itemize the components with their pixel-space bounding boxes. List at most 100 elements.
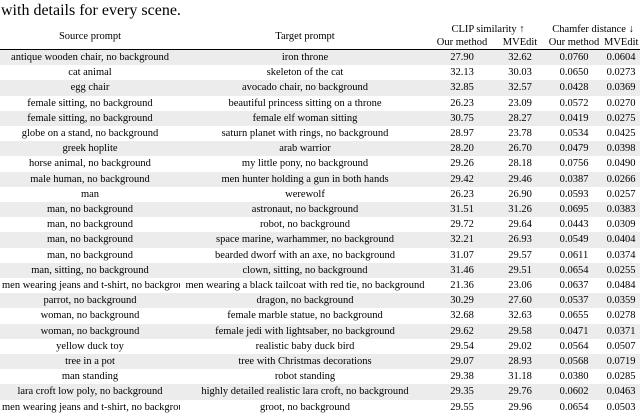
clip-our-method-value: 29.62 [450, 325, 474, 337]
chamfer-our-method-value: 0.0419 [559, 112, 589, 124]
chamfer-mvedit-value: 0.0270 [606, 97, 636, 109]
source-prompt-cell: woman, no background [40, 310, 140, 322]
chamfer-our-method-value: 0.0654 [559, 401, 589, 413]
target-prompt-cell: dragon, no background [256, 295, 354, 307]
target-prompt-cell: space marine, warhammer, no background [215, 234, 394, 246]
chamfer-our-method-value: 0.0650 [559, 67, 589, 79]
chamfer-our-method-value: 0.0534 [559, 128, 589, 140]
source-prompt-cell: man, sitting, no background [31, 264, 149, 276]
clip-mvedit-value: 32.62 [508, 52, 532, 63]
table-body: antique wooden chair, no background iron… [0, 49, 640, 415]
source-prompt-cell: female sitting, no background [27, 97, 153, 109]
target-prompt-cell: female jedi with lightsaber, no backgrou… [215, 325, 395, 337]
chamfer-mvedit-value: 0.0266 [606, 173, 636, 185]
clip-our-method-value: 21.36 [450, 280, 474, 292]
source-prompt-cell: woman, no background [40, 325, 140, 337]
source-prompt-cell: yellow duck toy [56, 340, 124, 352]
clip-mvedit-value: 29.96 [508, 401, 532, 413]
chamfer-our-method-value: 0.0537 [559, 295, 589, 307]
clip-our-method-value: 30.29 [450, 295, 474, 307]
results-table: Source prompt Target prompt CLIP similar… [0, 23, 640, 415]
table-row: man, no background space marine, warhamm… [0, 232, 640, 248]
column-header-target-prompt: Target prompt [180, 23, 430, 50]
table-row: man standing robot standing 29.38 31.18 … [0, 369, 640, 385]
table-row: men wearing jeans and t-shirt, no backgr… [0, 399, 640, 415]
chamfer-our-method-value: 0.0695 [559, 204, 589, 216]
source-prompt-cell: horse animal, no background [29, 158, 151, 170]
clip-mvedit-value: 29.51 [508, 264, 532, 276]
chamfer-our-method-value: 0.0380 [559, 371, 589, 383]
chamfer-mvedit-value: 0.0490 [606, 158, 636, 170]
chamfer-mvedit-value: 0.0484 [606, 280, 636, 292]
chamfer-our-method-value: 0.0637 [559, 280, 589, 292]
chamfer-our-method-value: 0.0568 [559, 356, 589, 368]
target-prompt-cell: clown, sitting, no background [242, 264, 368, 276]
clip-mvedit-value: 29.58 [508, 325, 532, 337]
chamfer-our-method-value: 0.0602 [559, 386, 589, 398]
target-prompt-cell: groot, no background [259, 401, 351, 413]
clip-our-method-value: 29.54 [450, 340, 474, 352]
chamfer-mvedit-value: 0.0374 [606, 249, 636, 261]
chamfer-mvedit-value: 0.0425 [606, 128, 636, 140]
table-row: yellow duck toy realistic baby duck bird… [0, 338, 640, 355]
header-sub-row: Our method MVEdit Our method MVEdit [0, 36, 640, 50]
target-prompt-cell: robot, no background [259, 219, 351, 231]
chamfer-mvedit-value: 0.0273 [606, 67, 636, 79]
table-row: egg chair avocado chair, no background 3… [0, 80, 640, 96]
table-row: antique wooden chair, no background iron… [0, 49, 640, 66]
source-prompt-cell: man, no background [46, 204, 134, 216]
target-prompt-cell: bearded dworf with an axe, no background [215, 249, 395, 261]
table-row: man, no background robot, no background … [0, 217, 640, 233]
clip-our-method-value: 26.23 [450, 188, 474, 200]
chamfer-mvedit-value: 0.0383 [606, 204, 636, 216]
chamfer-mvedit-value: 0.0257 [606, 188, 636, 200]
chamfer-mvedit-value: 0.0285 [606, 371, 636, 383]
table-row: woman, no background female marble statu… [0, 308, 640, 324]
target-prompt-cell: saturn planet with rings, no background [221, 128, 389, 140]
table-row: woman, no background female jedi with li… [0, 323, 640, 339]
table-row: male human, no background men hunter hol… [0, 171, 640, 187]
table-row: man werewolf 26.23 26.90 0.0593 0.0257 [0, 186, 640, 203]
table-row: parrot, no background dragon, no backgro… [0, 293, 640, 309]
target-prompt-cell: werewolf [285, 188, 325, 200]
clip-mvedit-value: 26.70 [508, 143, 532, 155]
clip-mvedit-value: 29.76 [508, 386, 532, 398]
source-prompt-cell: man, no background [46, 249, 134, 261]
source-prompt-cell: antique wooden chair, no background [11, 52, 169, 63]
column-header-clip-mvedit: MVEdit [494, 36, 546, 50]
target-prompt-cell: female elf woman sitting [252, 112, 358, 124]
clip-mvedit-value: 23.06 [508, 280, 532, 292]
clip-mvedit-value: 31.18 [508, 371, 532, 383]
table-caption: with details for every scene. [1, 2, 181, 19]
clip-mvedit-value: 27.60 [508, 295, 532, 307]
clip-mvedit-value: 32.63 [508, 310, 532, 322]
clip-mvedit-value: 32.57 [508, 82, 532, 94]
table-row: cat animal skeleton of the cat 32.13 30.… [0, 65, 640, 81]
target-prompt-cell: astronaut, no background [251, 204, 359, 216]
table-row: female sitting, no background female elf… [0, 110, 640, 127]
table-header: Source prompt Target prompt CLIP similar… [0, 23, 640, 50]
chamfer-our-method-value: 0.0564 [559, 340, 589, 352]
table-row: man, no background astronaut, no backgro… [0, 202, 640, 218]
column-header-clip-our-method: Our method [430, 36, 494, 50]
table-row: female sitting, no background beautiful … [0, 95, 640, 111]
clip-our-method-value: 29.35 [450, 386, 474, 398]
chamfer-our-method-value: 0.0471 [559, 325, 589, 337]
source-prompt-cell: egg chair [70, 82, 110, 94]
chamfer-our-method-value: 0.0387 [559, 173, 589, 185]
source-prompt-cell: man standing [61, 371, 119, 383]
table-row: globe on a stand, no background saturn p… [0, 126, 640, 142]
chamfer-mvedit-value: 0.0404 [606, 234, 636, 246]
table-row: horse animal, no background my little po… [0, 156, 640, 172]
chamfer-mvedit-value: 0.0278 [606, 310, 636, 322]
clip-our-method-value: 29.38 [450, 371, 474, 383]
table-row: tree in a pot tree with Christmas decora… [0, 354, 640, 370]
clip-our-method-value: 32.68 [450, 310, 474, 322]
clip-our-method-value: 32.21 [450, 234, 474, 246]
chamfer-our-method-value: 0.0655 [559, 310, 589, 322]
table-row: greek hoplite arab warrior 28.20 26.70 0… [0, 141, 640, 157]
source-prompt-cell: female sitting, no background [27, 112, 153, 124]
column-group-chamfer-distance: Chamfer distance ↓ [552, 24, 634, 35]
clip-our-method-value: 29.72 [450, 219, 474, 231]
chamfer-mvedit-value: 0.0255 [606, 264, 636, 276]
